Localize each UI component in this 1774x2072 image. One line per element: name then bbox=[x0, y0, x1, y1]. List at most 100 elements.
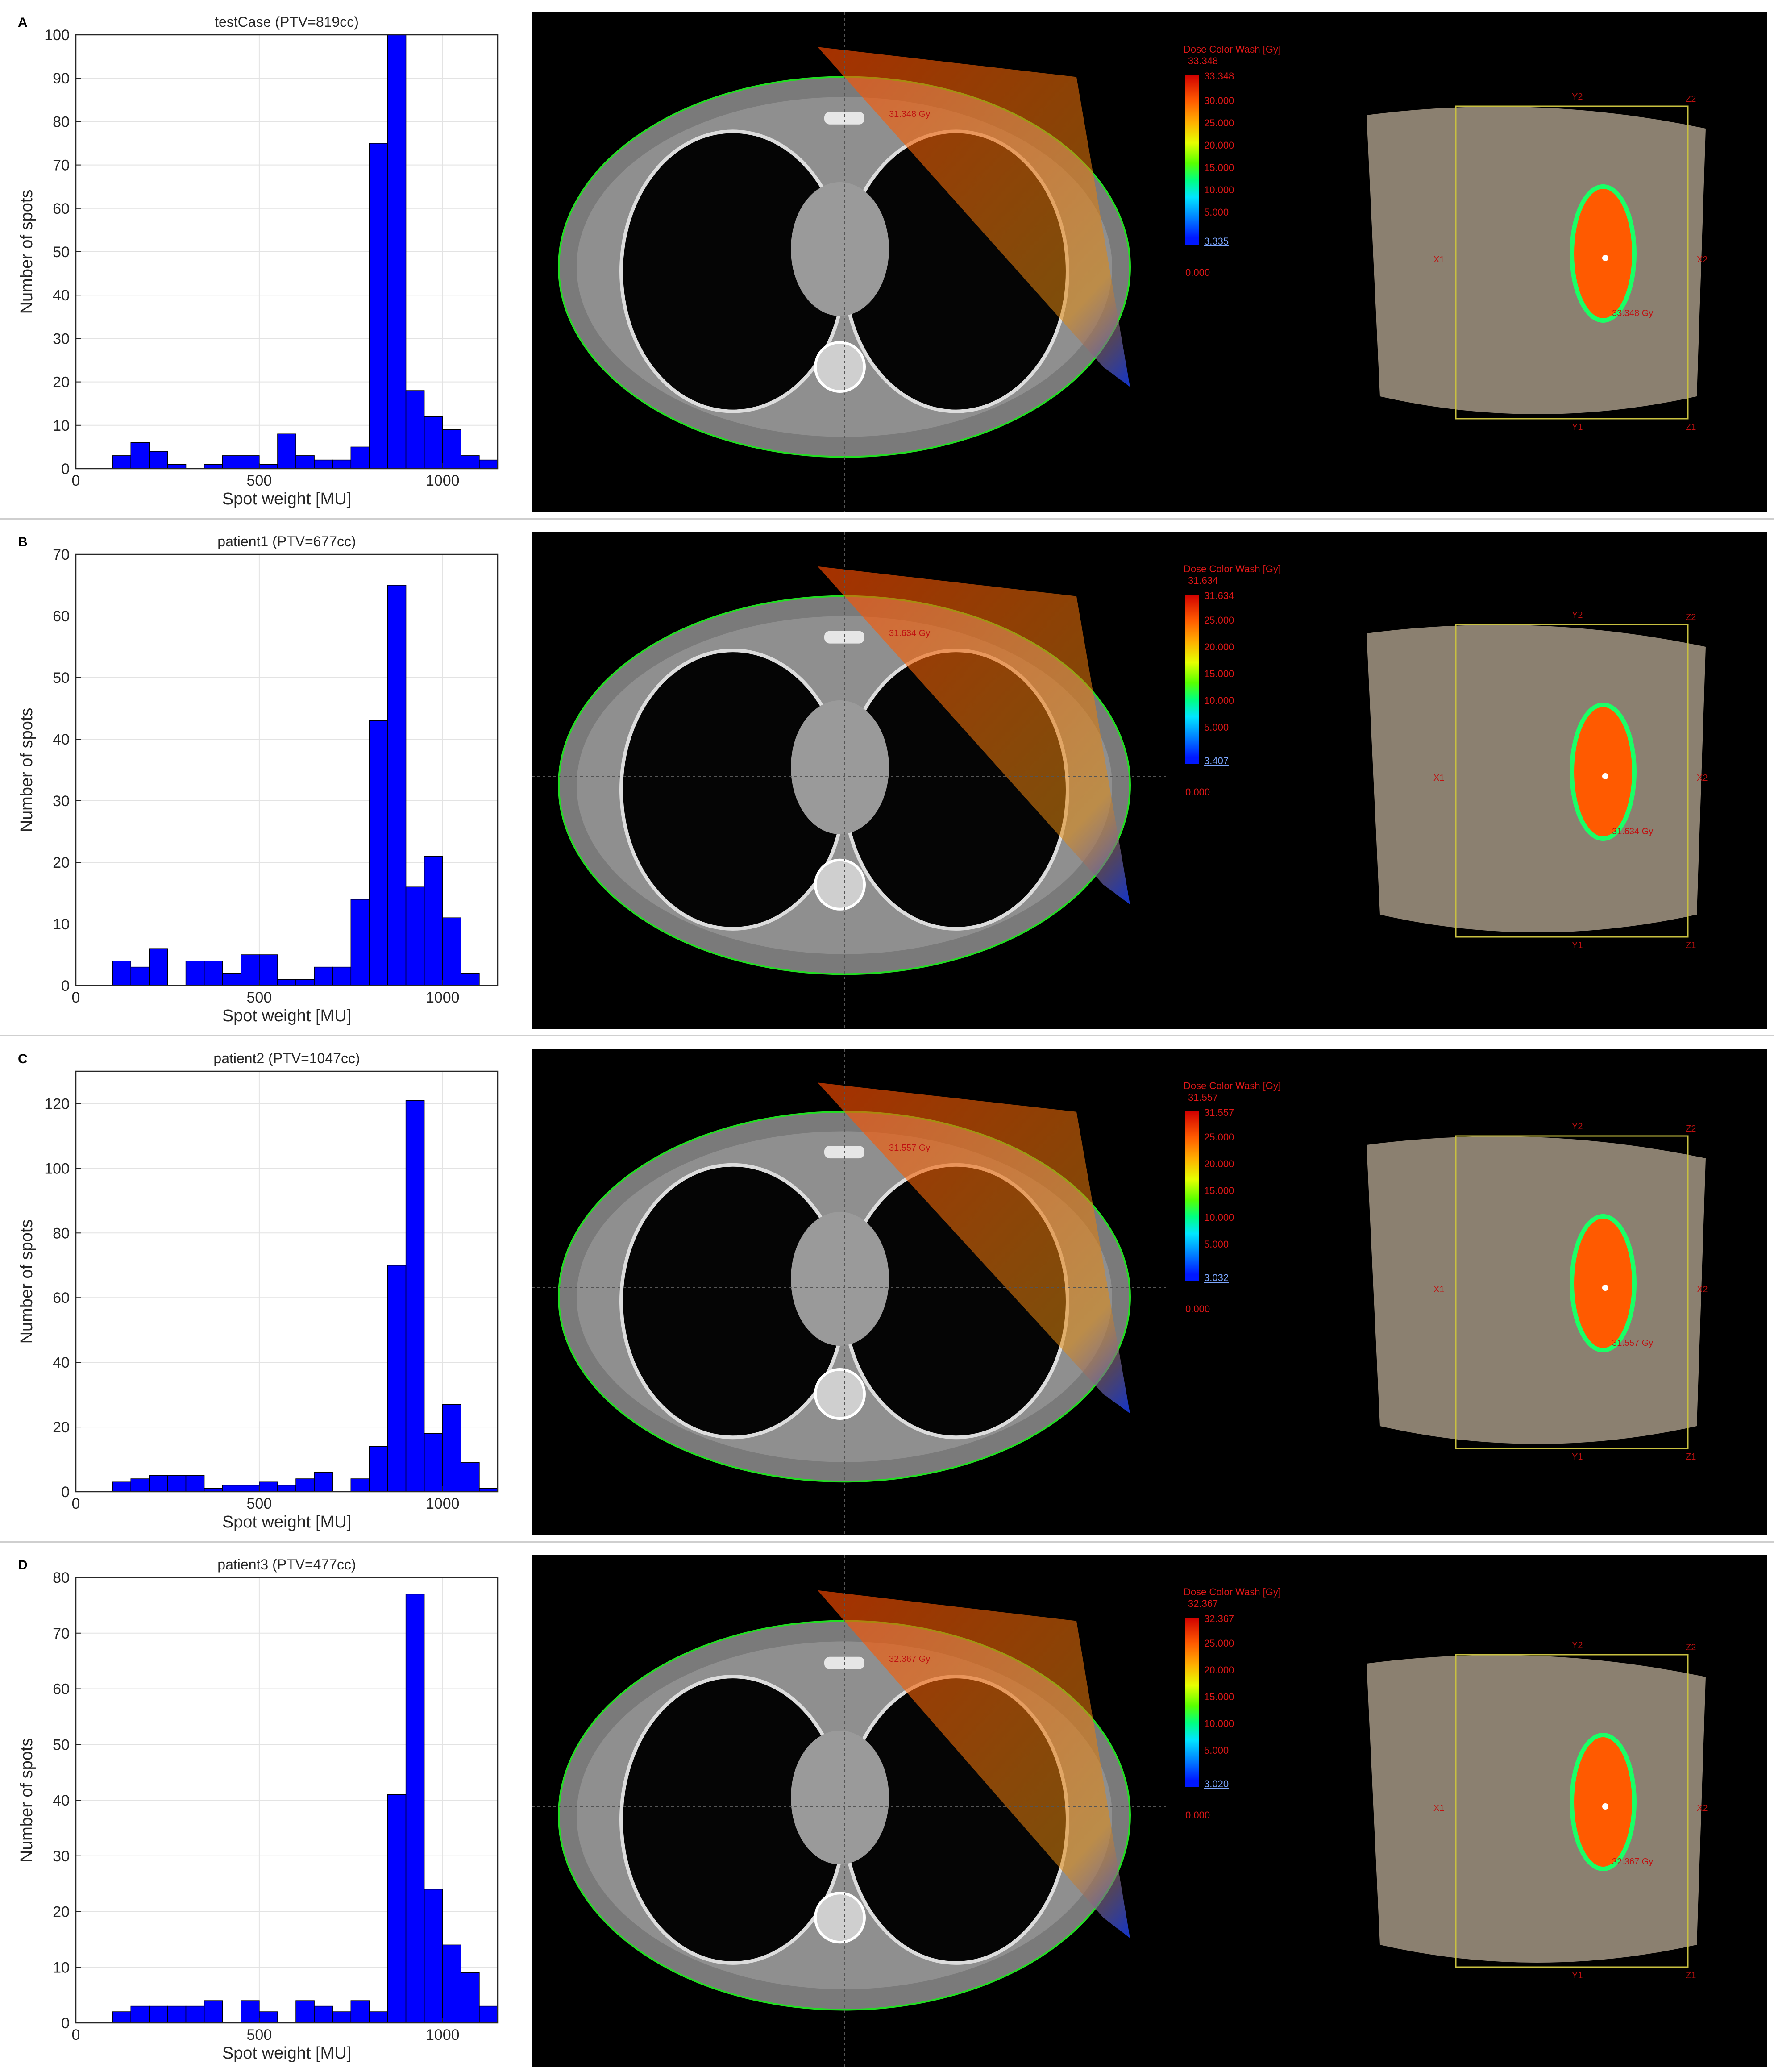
y-tick-label: 20 bbox=[53, 1904, 70, 1921]
colorbar-min-label[interactable]: 3.335 bbox=[1204, 236, 1229, 247]
colorbar-max-label: 31.557 bbox=[1204, 1107, 1234, 1118]
colorbar-tick-label: 15.000 bbox=[1204, 1691, 1234, 1702]
ct-dose-label: 32.367 Gy bbox=[889, 1654, 930, 1664]
colorbar-tick-label: 25.000 bbox=[1204, 1638, 1234, 1649]
y-tick-label: 80 bbox=[53, 113, 70, 130]
panel-letter: B bbox=[18, 535, 28, 549]
colorbar-tick-label: 10.000 bbox=[1204, 184, 1234, 196]
field-box bbox=[1455, 624, 1689, 938]
y-tick-label: 0 bbox=[61, 461, 70, 478]
torso-surface bbox=[1367, 1655, 1706, 1963]
target-volume bbox=[1570, 703, 1637, 841]
histogram-bar bbox=[479, 2005, 498, 2023]
3d-body-render: Y2 Z2 X1 X2 Y1 Z1 33.348 Gy bbox=[1367, 92, 1708, 432]
ct-dose-label: 31.348 Gy bbox=[889, 109, 930, 119]
histogram-bar bbox=[442, 1404, 461, 1492]
target-volume bbox=[1570, 1733, 1637, 1871]
y-tick-label: 70 bbox=[53, 157, 70, 174]
y-tick-label: 20 bbox=[53, 1419, 70, 1436]
field-label-z2: Z2 bbox=[1686, 612, 1696, 622]
y-tick-label: 30 bbox=[53, 1848, 70, 1865]
colorbar-title: Dose Color Wash [Gy] bbox=[1184, 44, 1281, 55]
histogram-bar bbox=[332, 2011, 352, 2023]
colorbar-max-label: 32.367 bbox=[1204, 1613, 1234, 1624]
3d-body-render: Y2 Z2 X1 X2 Y1 Z1 31.557 Gy bbox=[1367, 1122, 1708, 1462]
y-tick-label: 100 bbox=[44, 27, 70, 44]
colorbar-title: Dose Color Wash [Gy] bbox=[1184, 1080, 1281, 1091]
histogram-bar bbox=[461, 1972, 480, 2023]
field-label-y2: Y2 bbox=[1572, 92, 1583, 102]
y-tick-label: 40 bbox=[53, 1354, 70, 1371]
colorbar-gradient bbox=[1185, 1618, 1199, 1787]
y-tick-label: 40 bbox=[53, 731, 70, 748]
colorbar-gradient bbox=[1185, 1111, 1199, 1281]
histogram-bar bbox=[461, 1462, 480, 1492]
field-box bbox=[1455, 105, 1689, 420]
x-tick-label: 500 bbox=[247, 1495, 272, 1512]
colorbar-tick-label: 20.000 bbox=[1204, 641, 1234, 653]
colorbar-tick-label: 20.000 bbox=[1204, 1664, 1234, 1676]
histogram-bar bbox=[405, 1100, 425, 1492]
x-tick-label: 500 bbox=[247, 989, 272, 1006]
colorbar-gradient bbox=[1185, 595, 1199, 764]
x-tick-label: 1000 bbox=[426, 989, 460, 1006]
histogram-bar bbox=[112, 455, 132, 469]
field-label-y2: Y2 bbox=[1572, 1640, 1583, 1650]
field-label-z2: Z2 bbox=[1686, 1643, 1696, 1652]
render-dose-label: 33.348 Gy bbox=[1612, 308, 1653, 318]
field-label-z1: Z1 bbox=[1686, 1971, 1696, 1980]
torso-surface bbox=[1367, 624, 1706, 932]
y-tick-label: 0 bbox=[61, 1484, 70, 1501]
histogram-bar bbox=[405, 1594, 425, 2023]
field-label-x2: X2 bbox=[1697, 255, 1708, 265]
histogram-bar bbox=[424, 416, 443, 469]
y-tick-label: 60 bbox=[53, 608, 70, 625]
field-label-y1: Y1 bbox=[1572, 422, 1583, 432]
x-tick-label: 500 bbox=[247, 2026, 272, 2043]
y-tick-label: 10 bbox=[53, 916, 70, 933]
row-separator bbox=[0, 1541, 1774, 1543]
histogram-bar bbox=[332, 459, 352, 469]
histogram-bar bbox=[259, 464, 278, 469]
field-label-y1: Y1 bbox=[1572, 1452, 1583, 1462]
colorbar-zero-label: 0.000 bbox=[1185, 786, 1210, 798]
histogram-bar bbox=[295, 979, 315, 986]
histogram-bar bbox=[295, 2000, 315, 2023]
isocenter-marker bbox=[1602, 1285, 1608, 1291]
y-tick-label: 70 bbox=[53, 546, 70, 563]
histogram-bar bbox=[204, 464, 223, 469]
histogram-bar bbox=[387, 34, 407, 469]
colorbar-max-label: 33.348 bbox=[1204, 71, 1234, 82]
colorbar-zero-label: 0.000 bbox=[1185, 267, 1210, 278]
x-tick-label: 1000 bbox=[426, 472, 460, 489]
colorbar-min-label[interactable]: 3.020 bbox=[1204, 1778, 1229, 1789]
x-tick-label: 500 bbox=[247, 472, 272, 489]
histogram-bar bbox=[405, 390, 425, 469]
histogram-bar bbox=[204, 2000, 223, 2023]
y-tick-label: 80 bbox=[53, 1225, 70, 1242]
render-dose-label: 31.634 Gy bbox=[1612, 827, 1653, 836]
colorbar-min-label[interactable]: 3.407 bbox=[1204, 755, 1229, 766]
ct-dose-label: 31.634 Gy bbox=[889, 628, 930, 638]
y-axis-label: Number of spots bbox=[17, 190, 36, 314]
ct-viewer-panel: 31.557 Gy Dose Color Wash [Gy] 31.557 31.55… bbox=[532, 1049, 1767, 1535]
colorbar-gradient bbox=[1185, 75, 1199, 245]
y-tick-label: 20 bbox=[53, 374, 70, 391]
mediastinum bbox=[791, 700, 889, 834]
y-tick-label: 70 bbox=[53, 1625, 70, 1642]
x-axis-label: Spot weight [MU] bbox=[222, 1007, 351, 1025]
row-separator bbox=[0, 518, 1774, 520]
x-tick-label: 0 bbox=[72, 2026, 80, 2043]
y-axis-label: Number of spots bbox=[17, 1219, 36, 1344]
vertebra bbox=[814, 1368, 866, 1420]
histogram-bar bbox=[442, 429, 461, 469]
histogram-bar bbox=[167, 1475, 187, 1492]
y-tick-label: 40 bbox=[53, 287, 70, 304]
torso-surface bbox=[1367, 106, 1706, 414]
figure-row: D 0 500 1000 0 10 20 30 40 50 60 70 80 patient3 (PTV=… bbox=[0, 1543, 1774, 2072]
colorbar-min-label[interactable]: 3.032 bbox=[1204, 1272, 1229, 1283]
y-axis-label: Number of spots bbox=[17, 1738, 36, 1863]
histogram-bar bbox=[259, 2011, 278, 2023]
dose-wash-beam bbox=[818, 1082, 1130, 1414]
target-volume bbox=[1570, 184, 1637, 323]
